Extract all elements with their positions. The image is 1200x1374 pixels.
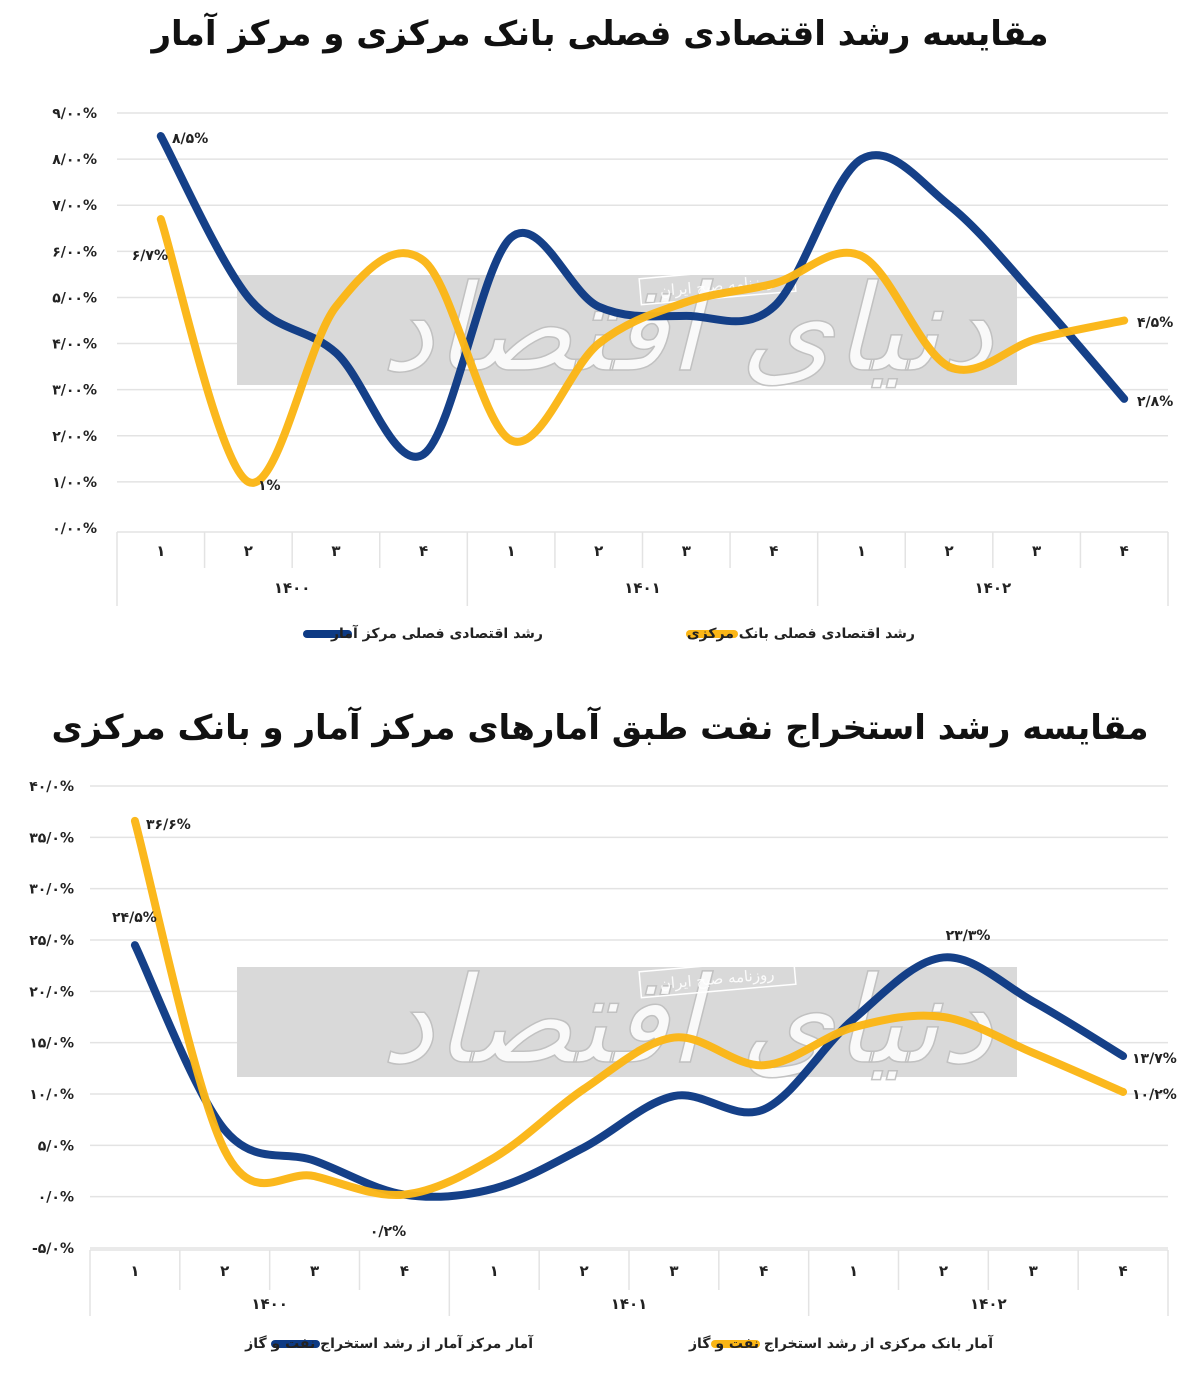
x-tick-label: ۴ [759, 1262, 768, 1280]
series-line-blue [156, 132, 1129, 461]
data-label: ۲۳/۳% [946, 928, 991, 944]
legend-label: آمار بانک مرکزی از رشد استخراج نفت و گاز [688, 1334, 994, 1352]
y-tick-label: ۰/۰% [38, 1190, 74, 1206]
data-label: ۸/۵% [172, 131, 208, 147]
legend-label: رشد اقتصادی فصلی مرکز آمار [330, 624, 543, 642]
x-tick-label: ۲ [220, 1262, 229, 1280]
data-label: ۴/۵% [1137, 315, 1173, 331]
x-tick-label: ۴ [419, 542, 428, 560]
chart2: ۴۰/۰%۳۵/۰%۳۰/۰%۲۵/۰%۲۰/۰%۱۵/۰%۱۰/۰%۵/۰%۰… [29, 779, 1177, 1352]
y-tick-label: ۰/۰۰% [52, 521, 97, 537]
y-tick-label: ۲۰/۰% [29, 984, 74, 1000]
y-tick-label: ۵/۰۰% [52, 290, 97, 306]
watermark-tag-frame [638, 957, 797, 999]
chart1: ۹/۰۰% ۸/۰۰% ۷/۰۰% ۶/۰۰% ۵/۰۰% ۴/۰۰% ۳/۰۰% ۲/۰۰%… [52, 106, 1173, 642]
year-group-label: ۱۴۰۱ [611, 1295, 648, 1313]
x-tick-label: ۲ [244, 542, 253, 560]
y-tick-label: ۸/۰۰% [52, 152, 97, 168]
watermark-box [237, 275, 1017, 385]
y-tick-label: ۶/۰۰% [52, 244, 97, 260]
y-tick-label: ۹/۰۰% [52, 106, 97, 122]
x-tick-label: ۲ [944, 542, 953, 560]
y-tick-label: ۵/۰% [38, 1138, 74, 1154]
year-group-label: ۱۴۰۲ [970, 1295, 1007, 1313]
x-tick-label: ۱ [507, 542, 516, 560]
x-tick-label: ۲ [580, 1262, 589, 1280]
year-group-label: ۱۴۰۲ [975, 579, 1012, 597]
x-tick-label: ۳ [1032, 542, 1041, 560]
x-tick-label: ۲ [594, 542, 603, 560]
chart2-title: مقایسه رشد استخراج نفت طبق آمارهای مرکز … [51, 708, 1149, 748]
x-tick-label: ۱ [130, 1262, 139, 1280]
y-tick-label: ۳۵/۰% [29, 830, 74, 846]
data-label: ۲۴/۵% [112, 910, 157, 926]
x-tick-label: ۲ [939, 1262, 948, 1280]
legend-item-blue: رشد اقتصادی فصلی مرکز آمار [303, 624, 543, 642]
series-line-blue [130, 941, 1128, 1201]
y-tick-label: ۱۰/۰% [29, 1087, 74, 1103]
y-tick-label: ۱/۰۰% [52, 475, 97, 491]
data-label: ۲/۸% [1137, 394, 1173, 410]
x-tick-label: ۳ [331, 542, 340, 560]
legend-item-blue: آمار مرکز آمار از رشد استخراج نفت و گاز [244, 1334, 534, 1352]
y-tick-label: -۵/۰% [32, 1241, 74, 1257]
y-tick-label: ۲/۰۰% [52, 429, 97, 445]
y-tick-label: ۲۵/۰% [29, 933, 74, 949]
y-tick-label: ۴۰/۰% [29, 779, 74, 795]
data-label: ۱۳/۷% [1132, 1051, 1177, 1067]
x-tick-label: ۱ [849, 1262, 858, 1280]
x-tick-label: ۱ [156, 542, 165, 560]
x-tick-label: ۳ [669, 1262, 678, 1280]
x-tick-label: ۴ [1119, 1262, 1128, 1280]
chart1-title: مقایسه رشد اقتصادی فصلی بانک مرکزی و مرک… [151, 14, 1049, 54]
data-label: ۱۰/۲% [1132, 1087, 1177, 1103]
x-tick-label: ۱ [857, 542, 866, 560]
legend-label: آمار مرکز آمار از رشد استخراج نفت و گاز [244, 1334, 534, 1352]
data-label: ۳۶/۶% [146, 817, 191, 833]
x-tick-label: ۳ [682, 542, 691, 560]
legend-label: رشد اقتصادی فصلی بانک مرکزی [687, 626, 915, 642]
x-tick-label: ۳ [310, 1262, 319, 1280]
x-tick-label: ۴ [400, 1262, 409, 1280]
series-line-yellow [156, 215, 1129, 487]
legend-item-yellow: آمار بانک مرکزی از رشد استخراج نفت و گاز [688, 1334, 994, 1352]
y-tick-label: ۷/۰۰% [52, 198, 97, 214]
y-tick-label: ۳۰/۰% [29, 882, 74, 898]
y-tick-label: ۴/۰۰% [52, 337, 97, 353]
x-tick-label: ۳ [1029, 1262, 1038, 1280]
series-line-yellow [130, 816, 1128, 1200]
y-tick-label: ۳/۰۰% [52, 383, 97, 399]
x-tick-label: ۱ [490, 1262, 499, 1280]
legend-item-yellow: رشد اقتصادی فصلی بانک مرکزی [686, 626, 915, 642]
data-label: ۰/۲% [370, 1224, 406, 1240]
year-group-label: ۱۴۰۰ [274, 579, 311, 597]
year-group-label: ۱۴۰۱ [624, 579, 661, 597]
data-label: ۶/۷% [132, 248, 168, 264]
data-label: ۱% [258, 478, 281, 494]
x-tick-label: ۴ [769, 542, 778, 560]
y-tick-label: ۱۵/۰% [29, 1036, 74, 1052]
x-tick-label: ۴ [1120, 542, 1129, 560]
year-group-label: ۱۴۰۰ [251, 1295, 288, 1313]
